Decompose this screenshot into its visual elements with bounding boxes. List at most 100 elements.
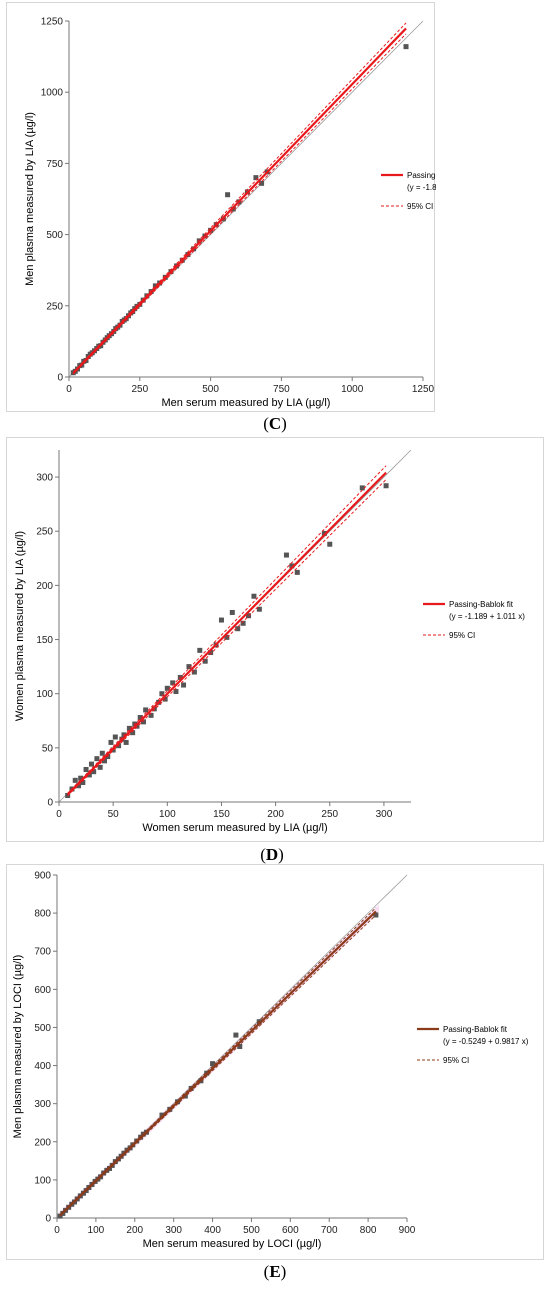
- data-point: [294, 569, 300, 575]
- figure-panel-d: 0 50 100 150 200 250 300 0 50 100 150 200 250 300 Wome…: [0, 436, 550, 870]
- data-point: [72, 777, 78, 783]
- data-point: [94, 756, 100, 762]
- data-point: [83, 767, 89, 773]
- y-tick-label: 500: [34, 1023, 51, 1034]
- legend: Passing-Bablok fit (y = -0.5249 + 0.9817 …: [417, 1025, 529, 1065]
- ci-upper-line: [59, 907, 377, 1215]
- data-point: [202, 658, 208, 664]
- x-tick-label: 800: [360, 1225, 377, 1236]
- data-point: [208, 650, 214, 656]
- x-tick-label: 100: [88, 1225, 105, 1236]
- y-tick-label: 0: [57, 373, 63, 384]
- data-point: [229, 609, 235, 615]
- legend-ci-label: 95% CI: [449, 631, 475, 640]
- x-tick-label: 750: [273, 384, 290, 395]
- panel-label: E: [269, 1262, 281, 1281]
- data-point: [57, 1213, 63, 1219]
- y-tick-label: 900: [34, 871, 51, 882]
- chart-frame: 0 100 200 300 400 500 600 700 800 900 0 100 200 300 40…: [6, 864, 544, 1260]
- x-tick-label: 500: [243, 1225, 260, 1236]
- x-tick-label: 300: [165, 1225, 182, 1236]
- data-point: [123, 739, 129, 745]
- data-point: [373, 912, 379, 918]
- data-point: [196, 238, 202, 244]
- data-point: [225, 192, 231, 198]
- x-axis-label: Women serum measured by LIA (µg/l): [142, 822, 327, 834]
- y-tick-label: 100: [36, 689, 53, 700]
- x-tick-label: 50: [108, 809, 120, 820]
- x-tick-label: 250: [131, 384, 148, 395]
- y-tick-label: 500: [46, 230, 63, 241]
- scatter-chart-e: 0 100 200 300 400 500 600 700 800 900 0 100 200 300 40…: [12, 871, 529, 1251]
- data-point: [224, 634, 230, 640]
- x-tick-label: 1000: [341, 384, 364, 395]
- legend-ci-label: 95% CI: [443, 1056, 469, 1065]
- data-point: [233, 1032, 239, 1038]
- data-point: [240, 620, 246, 626]
- y-tick-label: 150: [36, 635, 53, 646]
- ci-upper-line: [67, 465, 387, 794]
- panel-caption: (D): [260, 845, 284, 864]
- fit-line: [72, 27, 407, 374]
- x-tick-label: 100: [159, 809, 176, 820]
- data-point: [181, 682, 187, 688]
- data-point: [210, 1061, 216, 1067]
- y-tick-label: 250: [36, 527, 53, 538]
- x-axis-label: Men serum measured by LOCI (µg/l): [143, 1238, 322, 1250]
- panel-caption: (C): [263, 414, 287, 433]
- y-tick-label: 700: [34, 947, 51, 958]
- ci-lower-line: [72, 33, 407, 375]
- data-point: [253, 175, 259, 181]
- x-tick-label: 200: [126, 1225, 143, 1236]
- x-tick-label: 900: [399, 1225, 416, 1236]
- data-point: [148, 712, 154, 718]
- data-point: [137, 715, 143, 721]
- data-point: [173, 689, 179, 695]
- data-point: [97, 764, 103, 770]
- legend: Passing-Bablok fit (y = -1.189 + 1.011 x)…: [423, 600, 525, 640]
- data-point: [251, 593, 257, 599]
- ci-upper-line: [72, 22, 407, 373]
- x-axis-label: Men serum measured by LIA (µg/l): [162, 397, 331, 409]
- data-point: [88, 761, 94, 767]
- data-point: [80, 780, 86, 786]
- data-point: [359, 485, 365, 491]
- y-tick-label: 300: [36, 473, 53, 484]
- data-point: [170, 680, 176, 686]
- legend-fit-equation: (y = -1.189 + 1.011 x): [449, 612, 525, 621]
- y-tick-label: 0: [45, 1214, 51, 1225]
- chart-frame: 0 50 100 150 200 250 300 0 50 100 150 200 250 300 Wome…: [6, 437, 544, 842]
- legend-fit-equation: (y = -1.844 + 1.03 x): [407, 183, 436, 192]
- data-point: [191, 669, 197, 675]
- data-point: [99, 750, 105, 756]
- panel-label: C: [268, 414, 282, 433]
- data-point: [237, 1044, 243, 1049]
- figure-panel-e: 0 100 200 300 400 500 600 700 800 900 0 100 200 300 40…: [0, 862, 550, 1289]
- data-point: [130, 730, 136, 736]
- scatter-chart-c: 0 250 500 750 1000 1250 0 250 500 750 1000 1250 Men …: [24, 17, 479, 410]
- data-point: [164, 685, 170, 691]
- legend-ci-label: 95% CI: [407, 202, 433, 211]
- y-tick-label: 800: [34, 909, 51, 920]
- data-point: [126, 725, 132, 731]
- data-point: [218, 617, 224, 623]
- figure-panel-c: 0 250 500 750 1000 1250 0 250 500 750 1000 1250 Men …: [0, 0, 550, 440]
- y-tick-label: 200: [34, 1137, 51, 1148]
- data-point: [75, 783, 81, 789]
- x-tick-label: 0: [56, 809, 62, 820]
- x-tick-label: 500: [202, 384, 219, 395]
- data-point: [112, 734, 118, 740]
- y-axis-label: Women plasma measured by LIA (µg/l): [14, 531, 26, 721]
- x-tick-label: 200: [267, 809, 284, 820]
- scatter-chart-d: 0 50 100 150 200 250 300 0 50 100 150 200 250 300 Wome…: [14, 449, 525, 834]
- data-point: [91, 769, 97, 775]
- data-point: [321, 530, 327, 536]
- data-point: [289, 563, 295, 569]
- y-tick-label: 750: [46, 159, 63, 170]
- fit-line: [59, 910, 377, 1216]
- legend-fit-label: Passing-Bablok fit: [443, 1025, 508, 1034]
- data-point: [197, 647, 203, 653]
- y-tick-label: 1000: [41, 88, 64, 99]
- data-point: [101, 758, 107, 764]
- x-tick-label: 700: [321, 1225, 338, 1236]
